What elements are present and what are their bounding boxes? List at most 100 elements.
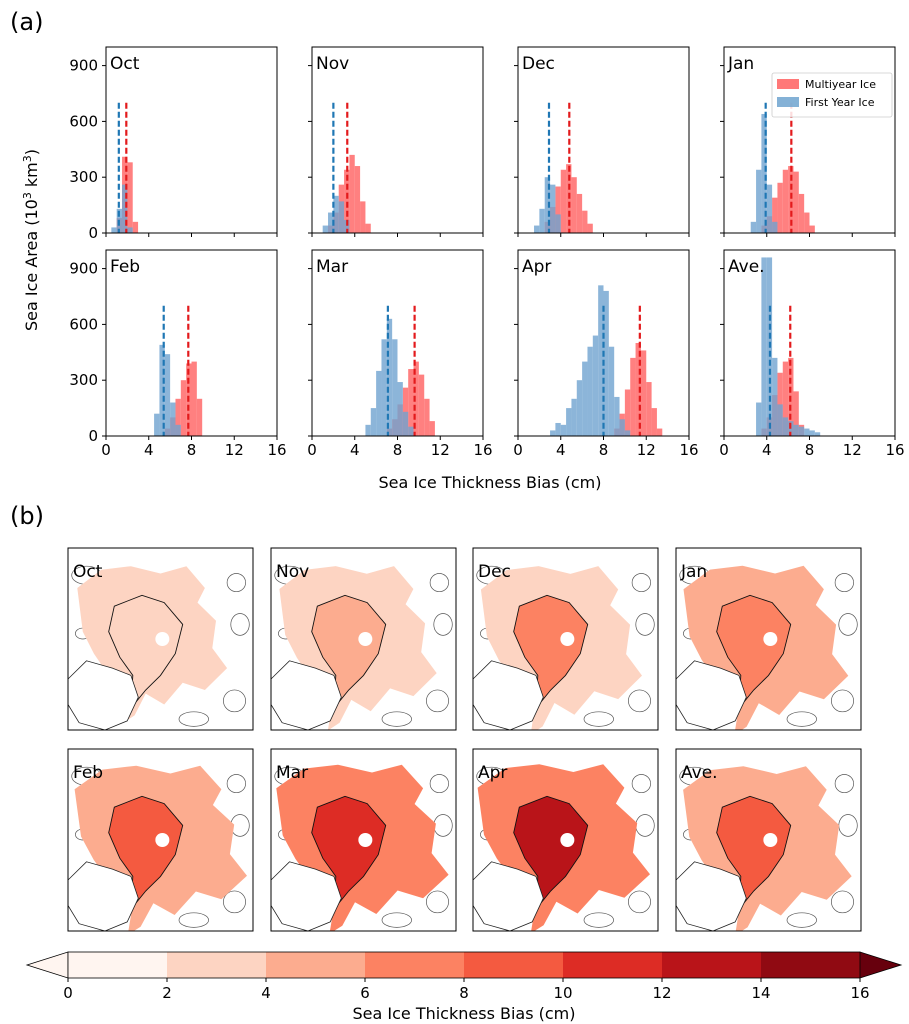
first-year-bar xyxy=(392,339,398,436)
greenland-outline xyxy=(271,660,342,730)
x-tick-label: 8 xyxy=(805,441,815,459)
multiyear-ice-region xyxy=(513,795,589,911)
y-tick-label: 300 xyxy=(69,371,98,389)
multiyear-ice-region xyxy=(311,594,387,710)
pole-hole xyxy=(560,833,575,847)
land-outline xyxy=(223,689,246,713)
hist-panel-mar: 0 4 8 12 16 Mar xyxy=(307,249,493,459)
colorbar-segment xyxy=(167,952,267,978)
x-tick-label: 16 xyxy=(679,441,698,459)
first-year-bar xyxy=(555,214,561,233)
pole-hole xyxy=(358,632,373,646)
colorbar-tick-label: 8 xyxy=(459,984,469,1002)
x-tick-label: 4 xyxy=(144,441,154,459)
land-outline xyxy=(834,774,854,794)
y-tick-label: 0 xyxy=(88,224,98,242)
colorbar-tick-label: 0 xyxy=(63,984,73,1002)
map-panel-oct: Oct xyxy=(67,547,254,731)
panel-a-label: (a) xyxy=(10,8,43,36)
legend-box xyxy=(771,72,893,118)
first-year-bar xyxy=(159,344,165,436)
first-year-bar xyxy=(576,380,583,436)
map-panel-mar: Mar xyxy=(270,748,457,932)
greenland-outline xyxy=(68,861,139,931)
first-year-bar xyxy=(402,411,409,436)
map-frame xyxy=(472,547,659,731)
land-outline xyxy=(426,890,449,914)
multiyear-ice-region xyxy=(108,795,184,911)
panel-label: Dec xyxy=(522,54,555,74)
greenland-outline xyxy=(473,660,544,730)
first-year-bar xyxy=(608,346,615,436)
first-year-bar xyxy=(550,184,556,233)
multiyear-bar xyxy=(656,428,663,436)
colorbar-tick-label: 2 xyxy=(162,984,172,1002)
map-frame xyxy=(67,547,254,731)
multiyear-bar xyxy=(429,421,435,436)
colorbar-tick-label: 16 xyxy=(850,984,869,1002)
greenland-outline xyxy=(676,660,747,730)
first-year-bar xyxy=(793,424,799,436)
multiyear-bar xyxy=(624,389,631,436)
land-outline xyxy=(381,711,412,727)
multiyear-bar xyxy=(793,171,799,233)
multiyear-bar xyxy=(793,391,799,436)
multiyear-bar xyxy=(630,357,636,436)
panel-label: Nov xyxy=(316,54,349,74)
first-year-bar xyxy=(592,335,599,436)
land-outline xyxy=(631,573,651,593)
first-year-bar xyxy=(127,227,133,233)
first-year-bar xyxy=(408,426,414,436)
first-year-bar xyxy=(624,430,631,436)
y-tick-label: 300 xyxy=(69,168,98,186)
hist-panel-oct: 0 300 600 900 Oct xyxy=(69,46,278,242)
hist-panel-apr: 0 4 8 12 16 Apr xyxy=(513,249,699,459)
hist-panel-feb: 0 4 8 12 16 0 300 600 900 Feb xyxy=(69,249,287,459)
map-panel-feb: Feb xyxy=(67,748,254,932)
multiyear-bar xyxy=(571,177,577,233)
pole-hole xyxy=(155,833,170,847)
multiyear-bar xyxy=(555,186,561,233)
x-tick-label: 8 xyxy=(393,441,403,459)
legend-multiyear-label: Multiyear Ice xyxy=(805,78,876,91)
y-tick-label: 900 xyxy=(69,57,98,75)
first-year-bar xyxy=(539,208,545,233)
land-outline xyxy=(381,912,412,928)
colorbar-segment xyxy=(365,952,465,978)
land-outline xyxy=(786,711,817,727)
map-frame xyxy=(270,748,457,932)
x-tick-label: 8 xyxy=(599,441,609,459)
hist-panel-dec: Dec xyxy=(514,46,690,237)
x-tick-label: 0 xyxy=(307,441,317,459)
histogram-grid: 0 300 600 900 Oct Nov Dec Jan Multiyear Ice First… xyxy=(69,46,905,459)
map-panel-dec: Dec xyxy=(472,547,659,731)
multiyear-bar xyxy=(798,193,805,233)
multiyear-ice-region xyxy=(311,795,387,911)
first-year-bar xyxy=(766,184,773,233)
first-year-bar xyxy=(750,221,757,233)
first-year-bar xyxy=(555,422,561,436)
multiyear-bar xyxy=(782,169,789,233)
legend-first-year-label: First Year Ice xyxy=(805,96,875,109)
map-panel-nov: Nov xyxy=(270,547,457,731)
multiyear-bar xyxy=(782,361,789,436)
pole-hole xyxy=(560,632,575,646)
first-year-bar xyxy=(756,402,762,436)
first-year-bar xyxy=(386,318,393,436)
legend-multiyear-swatch xyxy=(777,79,799,89)
first-year-bar xyxy=(772,357,778,436)
multiyear-bar xyxy=(640,350,647,436)
land-outline xyxy=(628,689,651,713)
x-tick-label: 4 xyxy=(762,441,772,459)
map-grid: Oct Nov Dec Jan Feb Mar Apr Ave. xyxy=(67,547,862,932)
first-year-bar xyxy=(761,257,767,436)
land-outline xyxy=(831,689,854,713)
greenland-outline xyxy=(271,861,342,931)
first-year-bar xyxy=(814,432,821,436)
panel-label: Mar xyxy=(316,257,348,277)
colorbar-min-arrow xyxy=(25,951,69,979)
land-outline xyxy=(786,912,817,928)
panel-label: Apr xyxy=(522,257,551,277)
colorbar-tick-label: 14 xyxy=(751,984,770,1002)
pole-hole xyxy=(155,632,170,646)
